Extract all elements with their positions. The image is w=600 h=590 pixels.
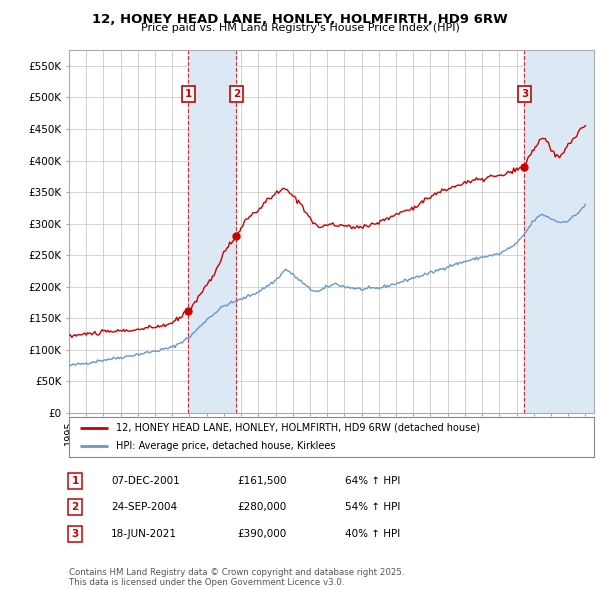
Text: 24-SEP-2004: 24-SEP-2004	[111, 503, 177, 512]
Bar	[188, 50, 236, 413]
Text: 40% ↑ HPI: 40% ↑ HPI	[345, 529, 400, 539]
Text: 3: 3	[521, 89, 528, 99]
Text: 1: 1	[71, 476, 79, 486]
Text: 18-JUN-2021: 18-JUN-2021	[111, 529, 177, 539]
Text: Contains HM Land Registry data © Crown copyright and database right 2025.
This d: Contains HM Land Registry data © Crown c…	[69, 568, 404, 587]
Text: 54% ↑ HPI: 54% ↑ HPI	[345, 503, 400, 512]
Text: 2: 2	[71, 503, 79, 512]
Text: £161,500: £161,500	[237, 476, 287, 486]
Text: 3: 3	[71, 529, 79, 539]
Text: 64% ↑ HPI: 64% ↑ HPI	[345, 476, 400, 486]
Text: 12, HONEY HEAD LANE, HONLEY, HOLMFIRTH, HD9 6RW (detached house): 12, HONEY HEAD LANE, HONLEY, HOLMFIRTH, …	[116, 423, 480, 433]
Text: £390,000: £390,000	[237, 529, 286, 539]
Text: 12, HONEY HEAD LANE, HONLEY, HOLMFIRTH, HD9 6RW: 12, HONEY HEAD LANE, HONLEY, HOLMFIRTH, …	[92, 13, 508, 26]
Text: HPI: Average price, detached house, Kirklees: HPI: Average price, detached house, Kirk…	[116, 441, 336, 451]
Text: £280,000: £280,000	[237, 503, 286, 512]
Text: 1: 1	[184, 89, 192, 99]
Text: Price paid vs. HM Land Registry's House Price Index (HPI): Price paid vs. HM Land Registry's House …	[140, 23, 460, 33]
Text: 07-DEC-2001: 07-DEC-2001	[111, 476, 180, 486]
Bar	[524, 50, 594, 413]
Text: 2: 2	[233, 89, 240, 99]
